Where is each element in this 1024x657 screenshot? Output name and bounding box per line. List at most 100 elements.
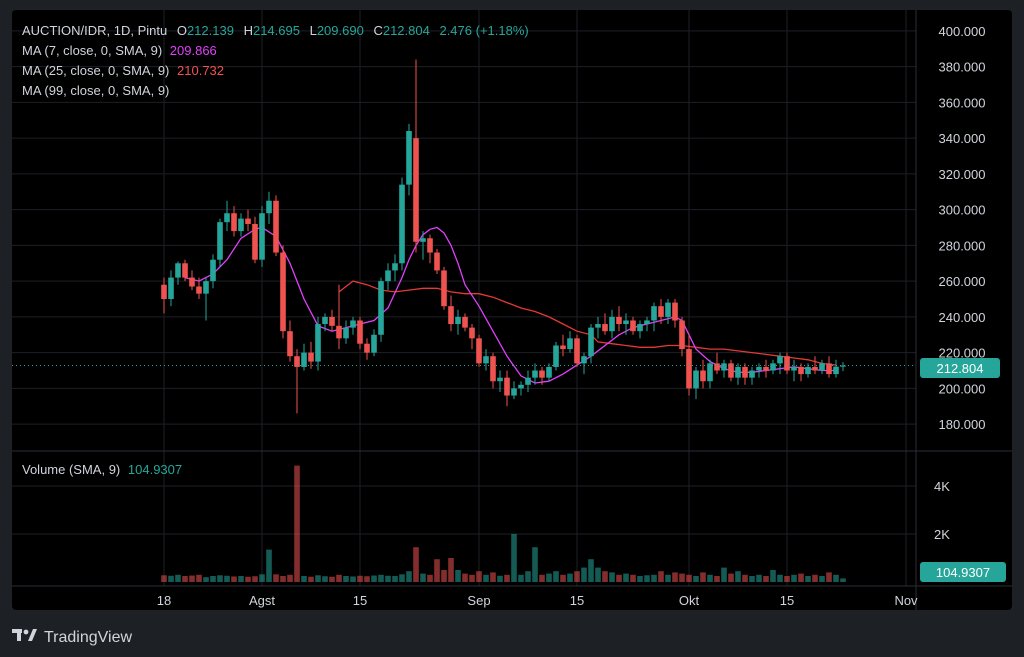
candle (784, 352, 790, 375)
candle (448, 295, 454, 332)
volume-bar (455, 570, 461, 582)
volume-sma-badge-text: 104.9307 (936, 565, 990, 580)
price-axis[interactable]: 180.000 200.000 220.000 240.000 260.000 280.0… (939, 24, 986, 432)
candle (371, 329, 377, 357)
volume-bar (371, 575, 377, 582)
volume-bar (210, 576, 216, 582)
time-axis[interactable]: 18 Agst 15 Sep 15 Okt 15 Nov (157, 593, 918, 608)
time-tick-label: Sep (467, 593, 490, 608)
price-chart[interactable]: 180.000 200.000 220.000 240.000 260.000 280.0… (12, 10, 1012, 610)
candle-body (434, 252, 440, 271)
candle (273, 195, 279, 257)
volume-bar (539, 574, 545, 582)
footer[interactable]: TradingView (12, 626, 132, 650)
candle (168, 270, 174, 307)
candle-body (259, 213, 265, 260)
candle (406, 123, 412, 196)
volume-bar (336, 574, 342, 582)
volume-bar (483, 574, 489, 582)
candle (350, 316, 356, 335)
volume-bar (161, 575, 167, 582)
candle (812, 356, 818, 375)
legend-ma7-row[interactable]: MA (7, close, 0, SMA, 9) 209.866 (22, 43, 217, 58)
candle (322, 313, 328, 332)
volume-bar (175, 574, 181, 582)
volume-bars (161, 465, 846, 582)
chart-panel[interactable]: 180.000 200.000 220.000 240.000 260.000 280.0… (12, 10, 1012, 610)
tradingview-logo-icon[interactable] (12, 628, 38, 648)
candle-body (574, 338, 580, 364)
volume-bar (735, 571, 741, 582)
volume-bar (686, 574, 692, 582)
candle-body (322, 316, 328, 325)
candle-body (224, 213, 230, 223)
candle (721, 359, 727, 378)
candle-body (728, 363, 734, 378)
candle-body (798, 366, 804, 375)
candle (602, 313, 608, 335)
candle-body (742, 366, 748, 378)
volume-bar (427, 574, 433, 582)
candle (819, 359, 825, 375)
symbol-label[interactable]: AUCTION/IDR, 1D, Pintu (22, 23, 167, 38)
candle (546, 363, 552, 382)
price-tick-label: 400.000 (939, 24, 986, 39)
ma7-label[interactable]: MA (7, close, 0, SMA, 9) (22, 43, 162, 58)
candle (637, 320, 643, 339)
volume-bar (525, 571, 531, 582)
volume-bar (833, 574, 839, 582)
volume-bar (721, 567, 727, 582)
candle-body (630, 320, 636, 332)
candle-body (280, 252, 286, 332)
candle-body (490, 356, 496, 382)
low-value: 209.690 (317, 23, 364, 38)
legend-ma99-row[interactable]: MA (99, close, 0, SMA, 9) (22, 83, 169, 98)
volume-bar (448, 558, 454, 582)
volume-bar (504, 574, 510, 582)
candle (539, 366, 545, 385)
candle (238, 213, 244, 237)
candle (574, 334, 580, 367)
volume-bar (189, 575, 195, 582)
candle-body (245, 218, 251, 224)
ma7-line (184, 226, 836, 384)
tradingview-brand[interactable]: TradingView (44, 629, 133, 646)
candle-body (308, 352, 314, 362)
volume-bar (728, 573, 734, 582)
candle (308, 341, 314, 369)
candle-body (840, 365, 846, 367)
legend-ma25-row[interactable]: MA (25, close, 0, SMA, 9) 210.732 (22, 63, 224, 78)
candle (763, 359, 769, 378)
candle-body (357, 320, 363, 344)
volume-bar (693, 576, 699, 582)
volume-bar (777, 574, 783, 582)
ma25-label[interactable]: MA (25, close, 0, SMA, 9) (22, 63, 169, 78)
legend-ohlc-row[interactable]: AUCTION/IDR, 1D, Pintu O212.139 H214.695… (22, 23, 529, 38)
candle-body (448, 306, 454, 325)
volume-bar (588, 559, 594, 582)
high-label: H (244, 23, 253, 38)
legend-volume-row[interactable]: Volume (SMA, 9) 104.9307 (22, 462, 182, 477)
open-value: 212.139 (187, 23, 234, 38)
candle (791, 359, 797, 382)
candle (441, 266, 447, 310)
candle (161, 277, 167, 314)
ma99-label[interactable]: MA (99, close, 0, SMA, 9) (22, 83, 169, 98)
volume-label[interactable]: Volume (SMA, 9) (22, 462, 120, 477)
volume-bar (329, 576, 335, 582)
candle-body (203, 281, 209, 294)
volume-axis[interactable]: 2K 4K (934, 479, 950, 542)
candle-body (560, 345, 566, 350)
volume-tick-label: 4K (934, 479, 950, 494)
volume-bar (518, 574, 524, 582)
volume-bar (245, 576, 251, 582)
volume-bar (301, 576, 307, 582)
price-tick-label: 280.000 (939, 238, 986, 253)
volume-bar (532, 547, 538, 582)
price-tick-label: 240.000 (939, 310, 986, 325)
candle (392, 254, 398, 282)
candle-body (595, 324, 601, 328)
candle-body (483, 356, 489, 364)
candle-body (735, 366, 741, 378)
volume-bar (567, 573, 573, 582)
